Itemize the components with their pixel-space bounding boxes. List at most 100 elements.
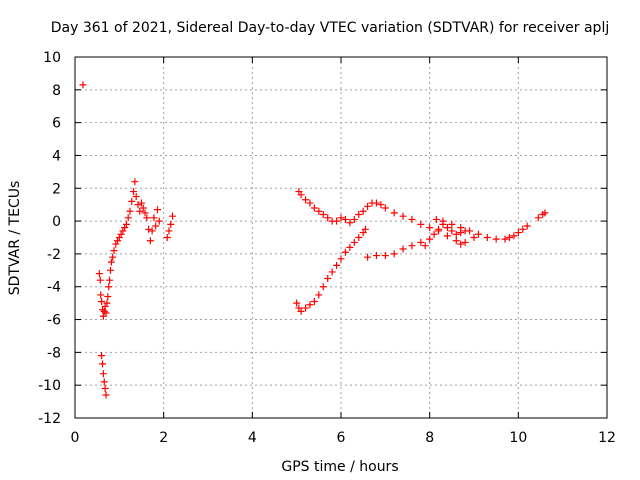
y-tick-label: 2: [52, 181, 61, 197]
data-point: [102, 391, 110, 399]
data-point: [302, 304, 310, 312]
data-point: [141, 209, 149, 217]
y-tick-label: -8: [47, 345, 61, 361]
data-point: [439, 217, 447, 225]
chart-title: Day 361 of 2021, Sidereal Day-to-day VTE…: [51, 20, 609, 36]
data-point: [117, 230, 125, 238]
data-point: [364, 202, 372, 210]
data-point: [293, 299, 301, 307]
data-point: [457, 240, 465, 248]
x-tick-label: 4: [248, 430, 257, 446]
data-point: [121, 224, 129, 232]
x-axis-label: GPS time / hours: [281, 459, 398, 475]
data-point: [350, 215, 358, 223]
data-point: [452, 230, 460, 238]
data-point: [417, 220, 425, 228]
data-point: [146, 237, 154, 245]
data-point: [426, 224, 434, 232]
data-point: [97, 291, 105, 299]
y-tick-label: 6: [52, 116, 61, 132]
data-point: [109, 253, 117, 261]
data-point: [96, 276, 104, 284]
data-point: [165, 227, 173, 235]
data-point: [341, 248, 349, 256]
data-point: [119, 227, 127, 235]
data-point: [306, 199, 314, 207]
data-points: [79, 81, 549, 399]
data-point: [430, 230, 438, 238]
data-point: [461, 238, 469, 246]
data-point: [501, 235, 509, 243]
data-point: [101, 384, 109, 392]
y-tick-label: -4: [47, 280, 61, 296]
data-point: [337, 255, 345, 263]
data-point: [167, 220, 175, 228]
data-point: [346, 219, 354, 227]
data-point: [143, 214, 151, 222]
data-point: [452, 237, 460, 245]
data-point: [341, 215, 349, 223]
y-tick-label: -12: [38, 411, 61, 427]
data-point: [103, 299, 111, 307]
y-tick-label: 4: [52, 148, 61, 164]
data-point: [346, 243, 354, 251]
data-point: [377, 201, 385, 209]
data-point: [136, 207, 144, 215]
data-point: [399, 245, 407, 253]
data-point: [131, 178, 139, 186]
data-point: [145, 225, 153, 233]
data-point: [510, 232, 518, 240]
data-point: [99, 370, 107, 378]
y-tick-label: 10: [43, 50, 61, 66]
x-tick-label: 0: [71, 430, 80, 446]
data-point: [333, 217, 341, 225]
data-point: [421, 242, 429, 250]
data-point: [297, 307, 305, 315]
data-point: [408, 242, 416, 250]
data-point: [104, 293, 112, 301]
x-tick-label: 10: [509, 430, 527, 446]
data-point: [95, 270, 103, 278]
data-point: [470, 234, 478, 241]
data-point: [163, 234, 171, 241]
data-point: [372, 252, 380, 260]
data-point: [381, 252, 389, 260]
data-point: [426, 235, 434, 243]
data-point: [432, 215, 440, 223]
data-point: [98, 297, 106, 305]
data-point: [150, 214, 158, 222]
data-point: [310, 297, 318, 305]
data-point: [169, 212, 177, 220]
x-tick-label: 8: [425, 430, 434, 446]
data-point: [324, 275, 332, 283]
data-point: [132, 192, 140, 200]
data-point: [390, 209, 398, 217]
data-point: [466, 227, 474, 235]
data-point: [100, 378, 108, 386]
data-point: [130, 188, 138, 196]
data-point: [324, 214, 332, 222]
data-point: [98, 360, 106, 368]
data-point: [350, 238, 358, 246]
data-point: [100, 307, 108, 315]
data-point: [514, 229, 522, 237]
data-point: [315, 207, 323, 215]
data-point: [112, 240, 120, 248]
data-point: [152, 222, 160, 230]
data-point: [534, 214, 542, 222]
data-point: [155, 217, 163, 225]
data-point: [153, 206, 161, 214]
y-tick-label: -10: [38, 378, 61, 394]
data-point: [102, 309, 110, 317]
data-point: [107, 258, 115, 266]
data-point: [355, 234, 363, 241]
data-point: [79, 81, 87, 89]
data-point: [457, 224, 465, 232]
data-point: [126, 207, 134, 215]
data-point: [310, 204, 318, 212]
data-point: [148, 227, 156, 235]
data-point: [319, 283, 327, 291]
data-point: [541, 209, 549, 217]
data-point: [306, 301, 314, 309]
